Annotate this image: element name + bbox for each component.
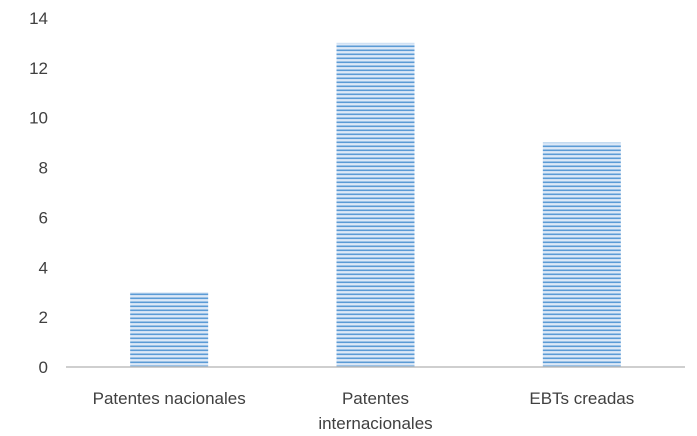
- y-axis-tick-labels: 0 2 4 6 8 10 12 14: [29, 9, 48, 377]
- bar: [336, 42, 415, 368]
- y-tick-label: 2: [39, 308, 48, 327]
- y-tick-label: 12: [29, 59, 48, 78]
- x-category-label: EBTs creadas: [529, 389, 634, 408]
- y-tick-label: 6: [39, 208, 48, 227]
- x-category-label-line: Patentes nacionales: [93, 389, 246, 408]
- x-category-label-line: EBTs creadas: [529, 389, 634, 408]
- bar: [130, 292, 209, 367]
- y-tick-label: 14: [29, 9, 48, 28]
- bar-series: [130, 42, 621, 368]
- y-tick-label: 8: [39, 159, 48, 178]
- y-tick-label: 10: [29, 109, 48, 128]
- x-category-label-line: Patentes: [342, 389, 409, 408]
- x-category-label-line: internacionales: [318, 414, 432, 433]
- y-tick-label: 4: [39, 258, 48, 277]
- y-tick-label: 0: [39, 358, 48, 377]
- bar: [542, 142, 621, 367]
- x-category-label: Patentes internacionales: [318, 389, 432, 433]
- x-category-label: Patentes nacionales: [93, 389, 246, 408]
- x-axis-category-labels: Patentes nacionales Patentes internacional…: [93, 389, 635, 433]
